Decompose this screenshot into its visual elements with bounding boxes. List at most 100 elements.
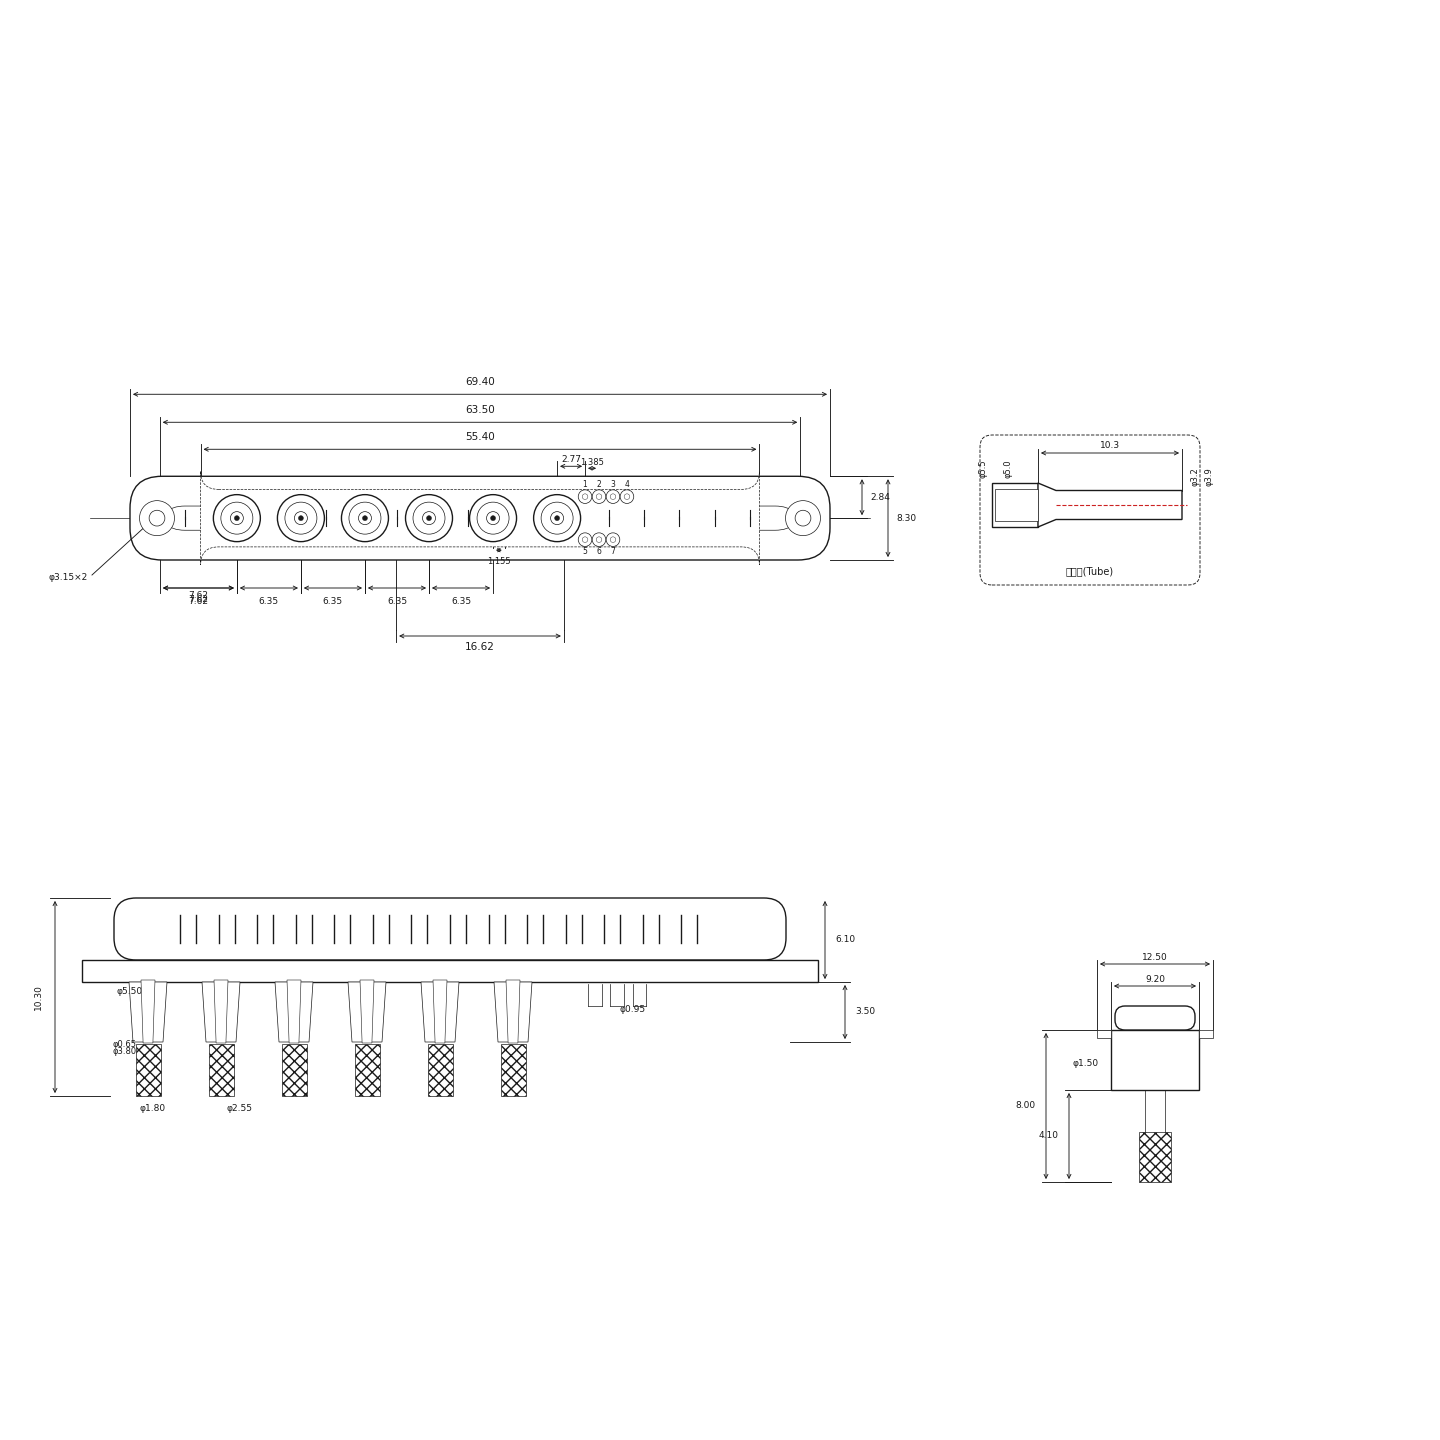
Circle shape bbox=[341, 495, 389, 541]
Polygon shape bbox=[287, 981, 301, 1043]
Circle shape bbox=[592, 533, 606, 546]
Text: A6: A6 bbox=[552, 514, 562, 523]
Bar bbox=[82, 960, 818, 982]
Polygon shape bbox=[1038, 482, 1182, 527]
Text: φ5.50: φ5.50 bbox=[117, 986, 143, 996]
Circle shape bbox=[579, 490, 592, 504]
Circle shape bbox=[596, 494, 602, 500]
Text: 5: 5 bbox=[583, 547, 588, 556]
Circle shape bbox=[606, 490, 619, 504]
Text: cnpjung: cnpjung bbox=[431, 505, 530, 530]
Text: 1: 1 bbox=[583, 481, 588, 490]
Text: 7.62: 7.62 bbox=[189, 596, 209, 605]
Text: 7.62: 7.62 bbox=[189, 596, 209, 605]
Polygon shape bbox=[348, 982, 386, 1043]
Text: 6.35: 6.35 bbox=[451, 596, 471, 605]
Text: φ1.50: φ1.50 bbox=[1073, 1058, 1099, 1067]
Text: 3: 3 bbox=[611, 481, 615, 490]
Circle shape bbox=[230, 511, 243, 524]
Text: φ0.95: φ0.95 bbox=[621, 1005, 647, 1015]
Bar bbox=[1139, 1132, 1171, 1182]
Text: 7: 7 bbox=[611, 547, 615, 556]
Circle shape bbox=[469, 495, 517, 541]
Text: A2: A2 bbox=[295, 514, 305, 523]
Text: 6: 6 bbox=[596, 547, 602, 556]
FancyBboxPatch shape bbox=[200, 471, 759, 564]
Polygon shape bbox=[505, 981, 520, 1043]
Circle shape bbox=[422, 511, 435, 524]
Circle shape bbox=[213, 495, 261, 541]
Circle shape bbox=[285, 503, 317, 534]
Text: 55.40: 55.40 bbox=[465, 432, 495, 442]
Circle shape bbox=[477, 503, 510, 534]
Text: φ5.5: φ5.5 bbox=[979, 459, 988, 478]
Text: φ0.65: φ0.65 bbox=[112, 1040, 135, 1048]
Circle shape bbox=[582, 494, 588, 500]
Circle shape bbox=[487, 511, 500, 524]
Text: A1: A1 bbox=[232, 514, 242, 523]
Circle shape bbox=[579, 533, 592, 546]
FancyBboxPatch shape bbox=[981, 435, 1200, 585]
Circle shape bbox=[611, 537, 616, 543]
Text: A4: A4 bbox=[423, 514, 433, 523]
Text: 9.20: 9.20 bbox=[1145, 975, 1165, 984]
Bar bbox=[428, 1044, 452, 1096]
Text: φ3.9: φ3.9 bbox=[1204, 467, 1212, 485]
Text: A5: A5 bbox=[488, 514, 498, 523]
Bar bbox=[281, 1044, 307, 1096]
Polygon shape bbox=[494, 982, 531, 1043]
Bar bbox=[992, 482, 1038, 527]
Text: 12.50: 12.50 bbox=[1142, 952, 1168, 962]
Polygon shape bbox=[420, 982, 459, 1043]
Circle shape bbox=[348, 503, 382, 534]
Text: 3.50: 3.50 bbox=[855, 1008, 876, 1017]
Text: A3: A3 bbox=[360, 514, 370, 523]
Text: 63.50: 63.50 bbox=[465, 405, 495, 415]
Polygon shape bbox=[141, 981, 156, 1043]
Bar bbox=[501, 1044, 526, 1096]
Circle shape bbox=[550, 511, 563, 524]
Text: 10.3: 10.3 bbox=[1100, 442, 1120, 451]
Circle shape bbox=[606, 533, 619, 546]
Text: 2.77: 2.77 bbox=[562, 455, 582, 464]
Bar bbox=[135, 1044, 160, 1096]
Circle shape bbox=[624, 494, 629, 500]
Text: φ1.80: φ1.80 bbox=[140, 1104, 166, 1113]
Text: φ3.15×2: φ3.15×2 bbox=[49, 573, 88, 583]
Circle shape bbox=[140, 501, 174, 536]
Text: 69.40: 69.40 bbox=[465, 377, 495, 387]
Text: φ3.2: φ3.2 bbox=[1189, 467, 1200, 485]
FancyBboxPatch shape bbox=[1115, 1007, 1195, 1030]
Circle shape bbox=[596, 537, 602, 543]
Text: φ2.55: φ2.55 bbox=[226, 1104, 252, 1113]
Circle shape bbox=[359, 511, 372, 524]
Circle shape bbox=[150, 510, 164, 526]
Circle shape bbox=[621, 490, 634, 504]
Text: 6.35: 6.35 bbox=[323, 596, 343, 605]
Text: 7.62: 7.62 bbox=[189, 590, 209, 600]
Text: 8.00: 8.00 bbox=[1015, 1102, 1035, 1110]
Circle shape bbox=[554, 516, 560, 521]
Circle shape bbox=[426, 516, 432, 521]
Text: φ5.0: φ5.0 bbox=[1004, 459, 1012, 478]
FancyBboxPatch shape bbox=[130, 477, 829, 560]
Circle shape bbox=[363, 516, 367, 521]
Circle shape bbox=[491, 516, 495, 521]
Polygon shape bbox=[202, 982, 240, 1043]
Text: 8.30: 8.30 bbox=[896, 514, 916, 523]
Text: 4: 4 bbox=[625, 481, 629, 490]
Circle shape bbox=[406, 495, 452, 541]
Text: 1.385: 1.385 bbox=[580, 458, 603, 467]
Text: φ3.80: φ3.80 bbox=[112, 1047, 137, 1056]
Circle shape bbox=[278, 495, 324, 541]
Text: 屏蔽管(Tube): 屏蔽管(Tube) bbox=[1066, 566, 1115, 576]
Text: 2.84: 2.84 bbox=[870, 492, 890, 501]
Text: 1.155: 1.155 bbox=[487, 557, 511, 566]
Text: 10.30: 10.30 bbox=[35, 984, 43, 1009]
Text: 6.10: 6.10 bbox=[835, 936, 855, 945]
Circle shape bbox=[592, 490, 606, 504]
Text: 6.35: 6.35 bbox=[387, 596, 408, 605]
Text: 2: 2 bbox=[596, 481, 602, 490]
Polygon shape bbox=[433, 981, 446, 1043]
Bar bbox=[354, 1044, 380, 1096]
